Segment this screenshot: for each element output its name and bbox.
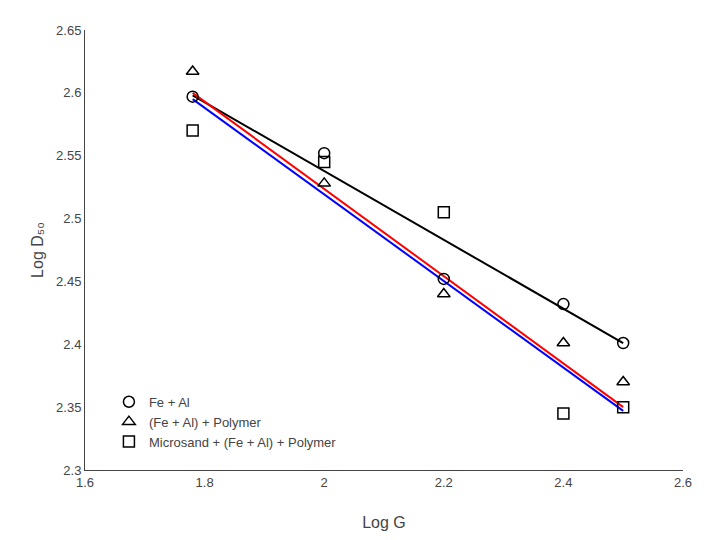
svg-text:2.2: 2.2 (435, 475, 453, 490)
svg-text:2.6: 2.6 (674, 475, 692, 490)
svg-text:Log D₅₀: Log D₅₀ (29, 222, 46, 278)
svg-text:2.35: 2.35 (56, 400, 81, 415)
svg-text:2.55: 2.55 (56, 148, 81, 163)
svg-text:2.45: 2.45 (56, 274, 81, 289)
svg-text:2.4: 2.4 (63, 337, 81, 352)
svg-text:1.8: 1.8 (196, 475, 214, 490)
svg-text:1.6: 1.6 (76, 475, 94, 490)
svg-text:Microsand + (Fe + Al) + Polyme: Microsand + (Fe + Al) + Polymer (149, 435, 336, 450)
svg-text:(Fe + Al) + Polymer: (Fe + Al) + Polymer (149, 415, 262, 430)
svg-text:2.3: 2.3 (63, 463, 81, 478)
svg-text:2: 2 (321, 475, 328, 490)
svg-text:2.65: 2.65 (56, 23, 81, 38)
svg-text:2.5: 2.5 (63, 211, 81, 226)
svg-text:Fe + Al: Fe + Al (149, 395, 190, 410)
svg-text:Log G: Log G (362, 514, 406, 531)
svg-text:2.4: 2.4 (554, 475, 572, 490)
svg-text:2.6: 2.6 (63, 85, 81, 100)
